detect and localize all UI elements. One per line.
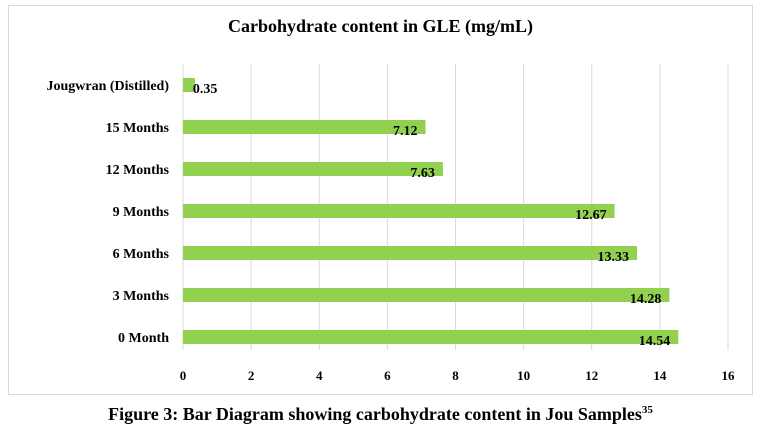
x-tick-label: 2 — [248, 368, 255, 383]
data-label: 13.33 — [598, 250, 630, 265]
category-label: 12 Months — [106, 163, 170, 178]
data-label: 14.28 — [630, 292, 662, 307]
x-tick-label: 8 — [452, 368, 459, 383]
category-label: 6 Months — [113, 247, 170, 262]
data-label: 14.54 — [639, 334, 671, 349]
x-tick-label: 0 — [180, 368, 187, 383]
x-tick-label: 12 — [585, 368, 598, 383]
caption-text: Figure 3: Bar Diagram showing carbohydra… — [108, 404, 642, 424]
data-label: 7.12 — [393, 124, 418, 139]
x-tick-label: 6 — [384, 368, 391, 383]
figure-caption: Figure 3: Bar Diagram showing carbohydra… — [0, 404, 761, 425]
category-label: 9 Months — [113, 205, 170, 220]
data-label: 0.35 — [193, 82, 218, 97]
data-label: 7.63 — [410, 166, 435, 181]
category-label: 15 Months — [106, 121, 170, 136]
bar — [183, 204, 615, 218]
category-label: Jougwran (Distilled) — [47, 79, 170, 94]
bar — [183, 288, 670, 302]
bar — [183, 120, 426, 134]
data-label: 12.67 — [575, 208, 607, 223]
x-tick-label: 14 — [653, 368, 667, 383]
caption-superscript: 35 — [641, 404, 653, 416]
x-tick-label: 4 — [316, 368, 323, 383]
bar — [183, 162, 443, 176]
bar — [183, 246, 638, 260]
category-label: 3 Months — [113, 289, 170, 304]
chart-title: Carbohydrate content in GLE (mg/mL) — [228, 16, 533, 36]
x-tick-label: 16 — [722, 368, 736, 383]
x-tick-label: 10 — [517, 368, 530, 383]
category-label: 0 Month — [118, 331, 169, 346]
bar — [183, 330, 679, 344]
bar — [183, 78, 195, 92]
